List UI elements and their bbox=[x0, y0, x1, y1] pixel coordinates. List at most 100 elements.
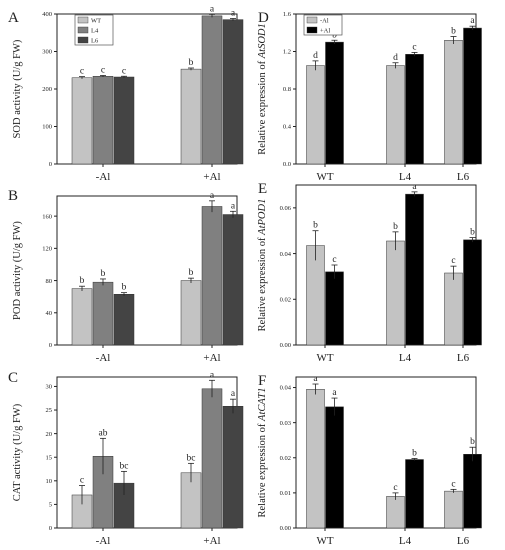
bar bbox=[113, 294, 135, 346]
legend-swatch bbox=[77, 36, 89, 44]
bar bbox=[306, 65, 325, 165]
significance-label: a bbox=[470, 16, 475, 26]
y-axis-label: Relative expression of AtSOD1 bbox=[257, 23, 268, 155]
y-tick-label: 0.00 bbox=[280, 342, 291, 349]
bar bbox=[325, 41, 344, 165]
significance-label: c bbox=[101, 66, 105, 76]
significance-label: a bbox=[231, 389, 236, 399]
significance-label: a bbox=[332, 388, 337, 398]
significance-label: b bbox=[313, 221, 318, 231]
significance-label: d bbox=[393, 53, 398, 63]
y-tick-label: 0.03 bbox=[280, 420, 291, 427]
panel-letter: D bbox=[258, 10, 269, 26]
panel-e: E Relative expression of AtPOD1 0.00 0.02 0.… bbox=[257, 181, 482, 364]
x-category-label: L6 bbox=[457, 352, 470, 364]
x-category-label: WT bbox=[316, 171, 333, 183]
bar bbox=[306, 389, 325, 529]
y-tick-label: 1.6 bbox=[283, 11, 292, 18]
significance-label: b bbox=[122, 283, 127, 293]
x-category-label: L4 bbox=[399, 171, 412, 183]
y-tick-label: 15 bbox=[46, 454, 53, 461]
x-category-label: WT bbox=[316, 535, 333, 547]
bar bbox=[463, 27, 482, 165]
legend: WT L4 L6 bbox=[74, 14, 114, 46]
y-axis-label: Relative expression of AtPOD1 bbox=[257, 199, 268, 332]
y-tick-label: 120 bbox=[42, 246, 52, 253]
significance-label: c bbox=[80, 67, 84, 77]
legend-swatch bbox=[306, 16, 318, 24]
x-category-label: WT bbox=[316, 352, 333, 364]
panel-letter: C bbox=[8, 370, 18, 386]
significance-label: c bbox=[412, 42, 416, 52]
panel-letter: B bbox=[8, 188, 18, 204]
significance-label: c bbox=[122, 66, 126, 76]
significance-label: c bbox=[80, 476, 84, 486]
y-tick-label: 400 bbox=[42, 11, 52, 18]
legend-entry: WT bbox=[91, 17, 101, 24]
x-category-label: L6 bbox=[457, 535, 470, 547]
panel-letter: F bbox=[258, 373, 266, 389]
legend-entry: L6 bbox=[91, 37, 99, 44]
y-axis-label-prefix: Relative expression of bbox=[257, 421, 268, 518]
significance-label: bc bbox=[187, 453, 196, 463]
x-category-label: +Al bbox=[203, 535, 220, 547]
bar bbox=[222, 19, 244, 165]
legend-entry: +Al bbox=[320, 27, 330, 34]
bar bbox=[180, 280, 202, 346]
legend-swatch bbox=[306, 26, 318, 34]
significance-label: b bbox=[412, 448, 417, 458]
bar bbox=[201, 206, 223, 346]
bar bbox=[222, 406, 244, 529]
bar bbox=[386, 240, 405, 346]
significance-label: c bbox=[332, 255, 336, 265]
significance-label: ab bbox=[99, 428, 108, 438]
bar bbox=[92, 76, 114, 165]
significance-label: c bbox=[451, 479, 455, 489]
bar bbox=[463, 454, 482, 529]
y-tick-label: 10 bbox=[46, 478, 53, 485]
x-category-label: L4 bbox=[399, 352, 412, 364]
significance-label: b bbox=[451, 27, 456, 37]
bar bbox=[222, 214, 244, 346]
x-category-label: -Al bbox=[96, 171, 111, 183]
bar bbox=[201, 15, 223, 165]
significance-label: b bbox=[470, 437, 475, 447]
bar bbox=[71, 77, 93, 165]
significance-label: a bbox=[210, 370, 215, 380]
y-tick-label: 0.06 bbox=[280, 205, 292, 212]
y-tick-label: 0.4 bbox=[283, 124, 292, 131]
bar bbox=[444, 272, 463, 346]
bar bbox=[444, 490, 463, 529]
y-tick-label: 0.00 bbox=[280, 525, 291, 532]
y-tick-label: 0.02 bbox=[280, 455, 291, 462]
x-category-label: -Al bbox=[96, 535, 111, 547]
panel-a: A SOD activity (U/g FW) 0 100 200 300 400 -Al c c… bbox=[8, 4, 244, 183]
panel-letter: E bbox=[258, 181, 267, 197]
legend-swatch bbox=[77, 16, 89, 24]
x-category-label: L6 bbox=[457, 171, 470, 183]
y-axis-label-gene: AtSOD1 bbox=[257, 23, 268, 59]
significance-label: b bbox=[189, 268, 194, 278]
y-tick-label: 200 bbox=[42, 86, 52, 93]
y-tick-label: 0.04 bbox=[280, 385, 292, 392]
bar bbox=[92, 281, 114, 346]
significance-label: b bbox=[101, 269, 106, 279]
significance-label: a bbox=[313, 374, 318, 384]
y-axis-label-prefix: Relative expression of bbox=[257, 58, 268, 155]
significance-label: a bbox=[412, 182, 417, 192]
legend: -Al +Al bbox=[303, 14, 343, 36]
y-tick-label: 80 bbox=[46, 278, 53, 285]
bar bbox=[180, 68, 202, 165]
significance-label: c bbox=[393, 483, 397, 493]
bar bbox=[405, 459, 424, 529]
plot-frame bbox=[295, 376, 477, 529]
bar bbox=[405, 54, 424, 165]
y-tick-label: 0.04 bbox=[280, 251, 292, 258]
x-category-label: -Al bbox=[96, 352, 111, 364]
y-tick-label: 25 bbox=[46, 407, 53, 414]
y-tick-label: 30 bbox=[46, 384, 53, 391]
y-tick-label: 160 bbox=[42, 213, 52, 220]
significance-label: a bbox=[231, 201, 236, 211]
